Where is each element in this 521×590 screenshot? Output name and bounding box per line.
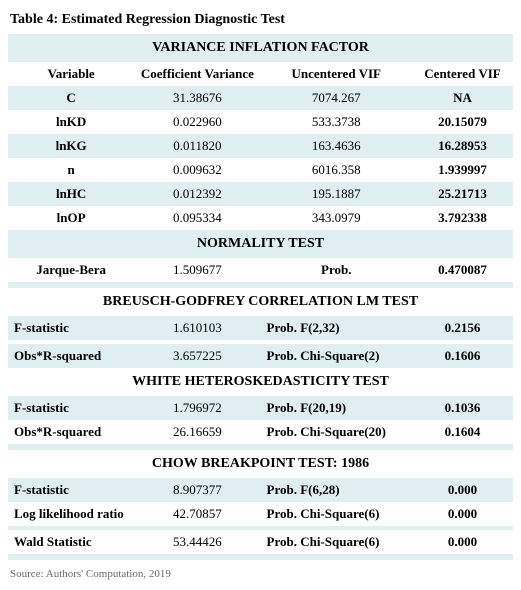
diagnostic-table: VARIANCE INFLATION FACTOR Variable Coeff…	[8, 34, 513, 560]
white-prob-label: Prob. F(20,19)	[261, 396, 413, 420]
vif-cen: 25.21713	[412, 182, 513, 206]
chow-prob-label: Prob. Chi-Square(6)	[261, 530, 413, 554]
chow-prob: 0.000	[412, 478, 513, 502]
chow-value: 8.907377	[134, 478, 260, 502]
white-value: 26.16659	[134, 420, 260, 444]
table-row: C 31.38676 7074.267 NA	[8, 86, 513, 110]
vif-cen: 1.939997	[412, 158, 513, 182]
white-prob: 0.1604	[412, 420, 513, 444]
bg-prob: 0.1606	[412, 344, 513, 368]
vif-unc: 163.4636	[261, 134, 413, 158]
bg-value: 3.657225	[134, 344, 260, 368]
vif-unc: 7074.267	[261, 86, 413, 110]
vif-h2: Uncentered VIF	[261, 62, 413, 86]
table-caption: Table 4: Estimated Regression Diagnostic…	[8, 8, 513, 34]
table-row: Log likelihood ratio 42.70857 Prob. Chi-…	[8, 502, 513, 526]
table-row: Obs*R-squared 3.657225 Prob. Chi-Square(…	[8, 344, 513, 368]
vif-title: VARIANCE INFLATION FACTOR	[8, 34, 513, 62]
vif-cen: NA	[412, 86, 513, 110]
chow-prob: 0.000	[412, 530, 513, 554]
chow-value: 42.70857	[134, 502, 260, 526]
vif-unc: 6016.358	[261, 158, 413, 182]
chow-prob: 0.000	[412, 502, 513, 526]
table-row: F-statistic 1.610103 Prob. F(2,32) 0.215…	[8, 316, 513, 340]
vif-coef: 0.095334	[134, 206, 260, 230]
vif-var: lnKG	[8, 134, 134, 158]
vif-var: C	[8, 86, 134, 110]
jb-value: 1.509677	[134, 258, 260, 282]
vif-coef: 31.38676	[134, 86, 260, 110]
chow-label: Wald Statistic	[8, 530, 134, 554]
vif-h0: Variable	[8, 62, 134, 86]
chow-value: 53.44426	[134, 530, 260, 554]
bg-value: 1.610103	[134, 316, 260, 340]
chow-label: Log likelihood ratio	[8, 502, 134, 526]
bg-prob: 0.2156	[412, 316, 513, 340]
jb-label: Jarque-Bera	[8, 258, 134, 282]
bg-title: BREUSCH-GODFREY CORRELATION LM TEST	[8, 288, 513, 316]
vif-cen: 3.792338	[412, 206, 513, 230]
table-row: F-statistic 8.907377 Prob. F(6,28) 0.000	[8, 478, 513, 502]
vif-var: lnKD	[8, 110, 134, 134]
white-label: Obs*R-squared	[8, 420, 134, 444]
vif-coef: 0.009632	[134, 158, 260, 182]
chow-title: CHOW BREAKPOINT TEST: 1986	[8, 450, 513, 478]
chow-label: F-statistic	[8, 478, 134, 502]
vif-var: n	[8, 158, 134, 182]
vif-unc: 533.3738	[261, 110, 413, 134]
bg-label: Obs*R-squared	[8, 344, 134, 368]
bg-prob-label: Prob. F(2,32)	[261, 316, 413, 340]
vif-coef: 0.022960	[134, 110, 260, 134]
vif-unc: 195.1887	[261, 182, 413, 206]
table-row: lnKG 0.011820 163.4636 16.28953	[8, 134, 513, 158]
table-row: Jarque-Bera 1.509677 Prob. 0.470087	[8, 258, 513, 282]
vif-h1: Coefficient Variance	[134, 62, 260, 86]
table-row: Obs*R-squared 26.16659 Prob. Chi-Square(…	[8, 420, 513, 444]
vif-var: lnHC	[8, 182, 134, 206]
jb-prob: 0.470087	[412, 258, 513, 282]
vif-cen: 20.15079	[412, 110, 513, 134]
table-row: Wald Statistic 53.44426 Prob. Chi-Square…	[8, 530, 513, 554]
white-prob-label: Prob. Chi-Square(20)	[261, 420, 413, 444]
table-row: lnHC 0.012392 195.1887 25.21713	[8, 182, 513, 206]
white-label: F-statistic	[8, 396, 134, 420]
white-title: WHITE HETEROSKEDASTICITY TEST	[8, 368, 513, 396]
vif-var: lnOP	[8, 206, 134, 230]
table-row: lnOP 0.095334 343.0979 3.792338	[8, 206, 513, 230]
jb-prob-label: Prob.	[261, 258, 413, 282]
table-row: n 0.009632 6016.358 1.939997	[8, 158, 513, 182]
normality-title: NORMALITY TEST	[8, 230, 513, 258]
source-note: Source: Authors' Computation, 2019	[8, 560, 513, 582]
chow-prob-label: Prob. F(6,28)	[261, 478, 413, 502]
bg-label: F-statistic	[8, 316, 134, 340]
vif-cen: 16.28953	[412, 134, 513, 158]
chow-prob-label: Prob. Chi-Square(6)	[261, 502, 413, 526]
vif-coef: 0.012392	[134, 182, 260, 206]
vif-unc: 343.0979	[261, 206, 413, 230]
white-value: 1.796972	[134, 396, 260, 420]
white-prob: 0.1036	[412, 396, 513, 420]
table-row: lnKD 0.022960 533.3738 20.15079	[8, 110, 513, 134]
bg-prob-label: Prob. Chi-Square(2)	[261, 344, 413, 368]
vif-coef: 0.011820	[134, 134, 260, 158]
vif-h3: Centered VIF	[412, 62, 513, 86]
table-row: F-statistic 1.796972 Prob. F(20,19) 0.10…	[8, 396, 513, 420]
